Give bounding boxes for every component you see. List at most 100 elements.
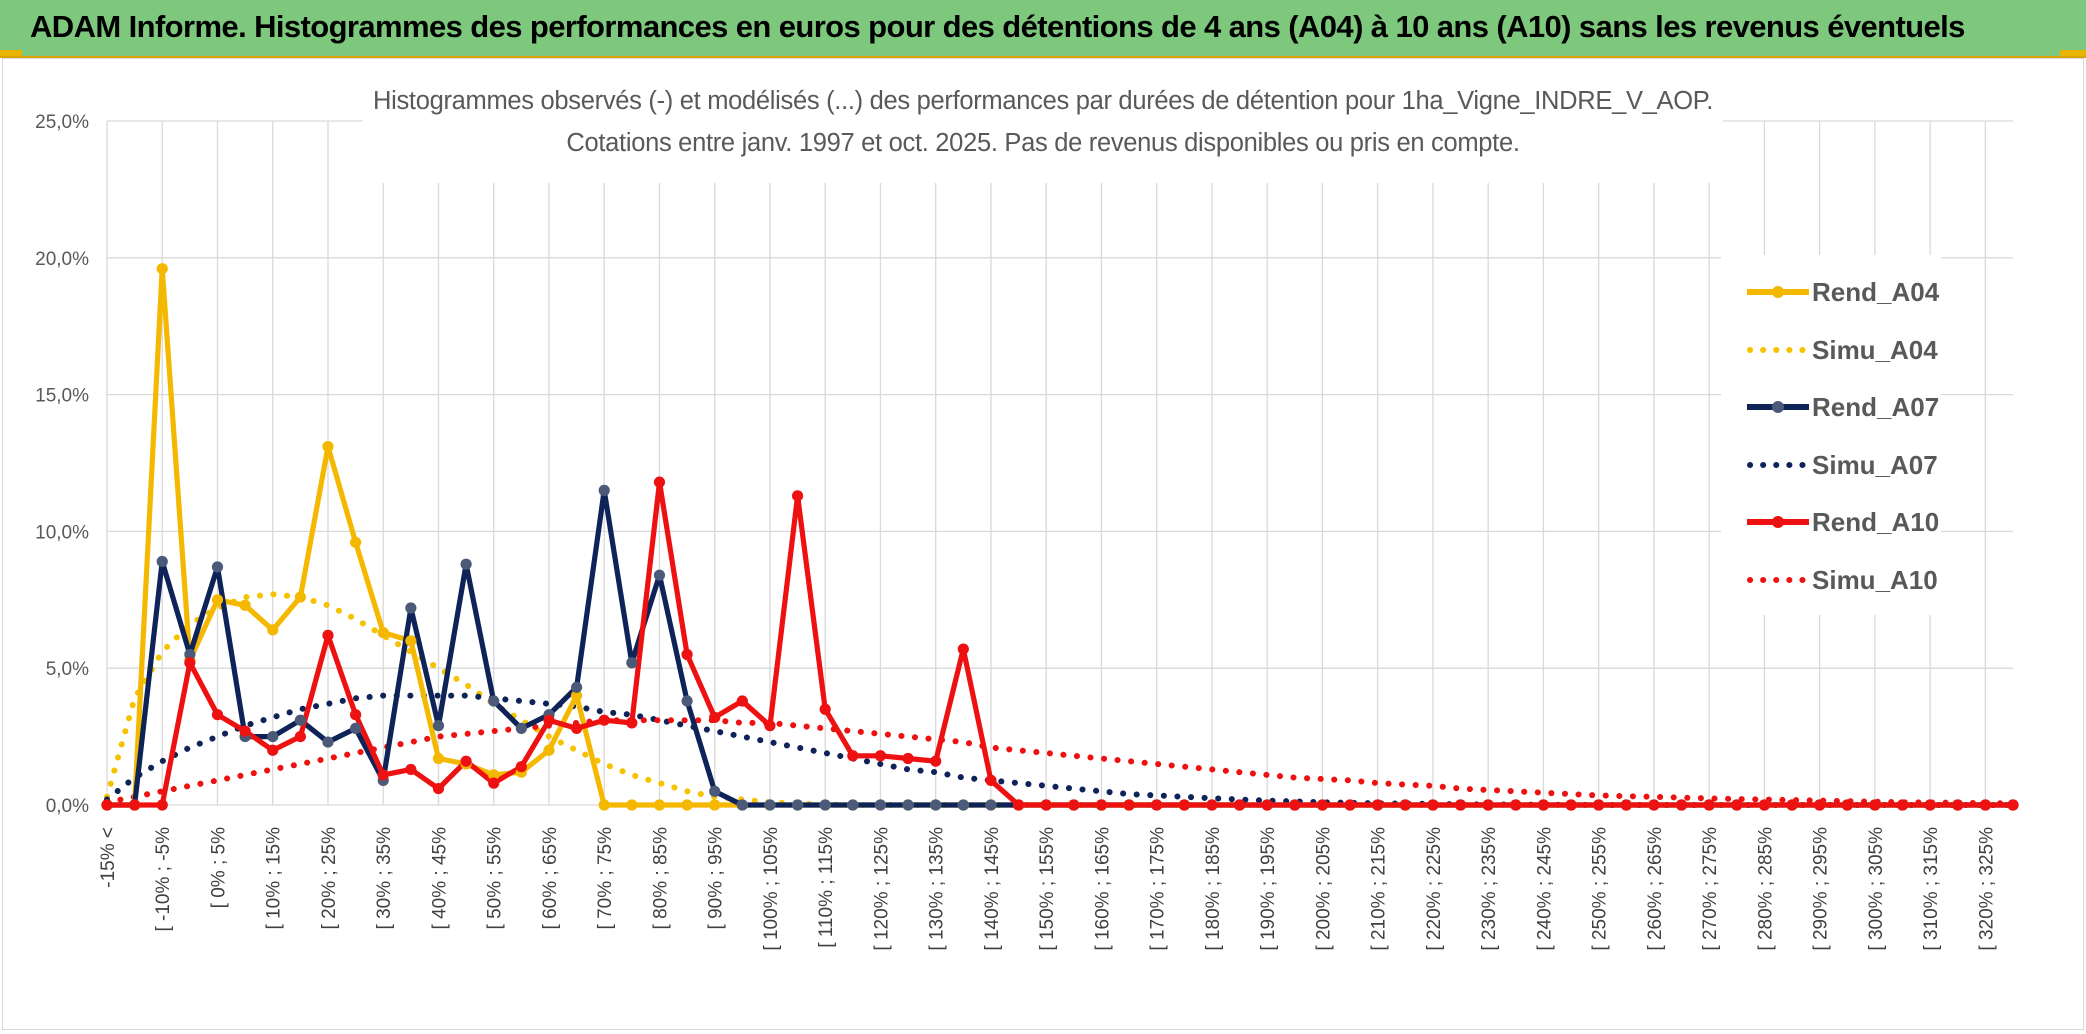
data-point-rend-a04 (322, 440, 334, 453)
data-point-rend-a04 (626, 799, 638, 811)
data-point-rend-a10 (1261, 799, 1273, 811)
data-point-rend-a07 (653, 569, 666, 581)
data-point-rend-a10 (736, 695, 748, 707)
data-point-rend-a04 (432, 752, 445, 765)
x-axis-ticks: -15% < [ -10% ; -5% [ 0% ; 5% [ 10% ; 15% [ … (98, 827, 1997, 951)
y-tick-label: 25,0% (35, 112, 89, 133)
x-tick-label: [ 0% ; 5% (208, 827, 229, 908)
data-point-rend-a10 (1786, 799, 1798, 811)
y-tick-label: 10,0% (35, 522, 89, 543)
data-point-rend-a04 (405, 635, 417, 647)
data-point-rend-a10 (129, 799, 141, 811)
data-point-rend-a10 (515, 761, 527, 773)
data-point-rend-a04 (488, 769, 500, 781)
data-point-rend-a04 (709, 799, 721, 811)
data-point-rend-a10 (1012, 799, 1025, 811)
data-point-rend-a07 (405, 602, 417, 614)
data-point-rend-a07 (874, 799, 887, 811)
data-point-rend-a10 (1289, 799, 1301, 811)
data-point-rend-a07 (902, 799, 914, 811)
data-point-rend-a10 (1924, 799, 1936, 811)
data-point-rend-a10 (1316, 799, 1329, 811)
banner-corner-accent-left (0, 50, 22, 56)
data-point-rend-a07 (736, 799, 748, 811)
data-point-rend-a07 (460, 558, 472, 570)
data-point-rend-a10 (1151, 799, 1163, 811)
data-point-rend-a07 (819, 799, 831, 811)
data-point-rend-a07 (432, 720, 445, 732)
x-tick-label: [ 250% ; 255% (1590, 827, 1611, 951)
legend-background (1721, 255, 1941, 615)
x-tick-label: [ 180% ; 185% (1203, 827, 1224, 951)
data-point-rend-a10 (1896, 799, 1909, 811)
data-point-rend-a10 (626, 717, 638, 729)
x-tick-label: [ 230% ; 235% (1479, 827, 1500, 951)
x-tick-label: [ 100% ; 105% (761, 827, 782, 951)
data-point-rend-a10 (1233, 799, 1246, 811)
data-point-rend-a10 (1178, 799, 1190, 811)
report-banner: ADAM Informe. Histogrammes des performan… (0, 0, 2086, 58)
data-point-rend-a10 (1841, 799, 1853, 811)
legend-marker-rend-a04 (1772, 286, 1784, 298)
x-tick-label: [ -10% ; -5% (153, 827, 174, 932)
x-tick-label: [ 280% ; 285% (1755, 827, 1776, 951)
data-point-rend-a10 (156, 799, 168, 811)
x-tick-label: [ 70% ; 75% (595, 827, 616, 930)
x-tick-label: [ 110% ; 115% (816, 827, 837, 948)
data-point-rend-a10 (1206, 799, 1218, 811)
data-point-rend-a10 (985, 774, 997, 786)
data-point-rend-a10 (1814, 799, 1826, 811)
data-point-rend-a10 (1510, 799, 1522, 811)
data-point-rend-a10 (405, 763, 417, 776)
x-tick-label: [ 270% ; 275% (1700, 827, 1721, 951)
data-point-rend-a10 (1482, 799, 1494, 811)
data-point-rend-a10 (902, 752, 914, 765)
data-point-rend-a04 (239, 599, 251, 611)
data-point-rend-a10 (709, 711, 721, 724)
legend-label-simu-a10: Simu_A10 (1812, 565, 1938, 595)
x-tick-label: [ 140% ; 145% (982, 827, 1003, 951)
legend-label-simu-a04: Simu_A04 (1812, 335, 1938, 365)
data-point-rend-a10 (267, 744, 279, 756)
data-point-rend-a10 (1344, 799, 1356, 811)
x-tick-label: [ 30% ; 35% (374, 827, 395, 930)
data-point-rend-a04 (350, 536, 362, 548)
data-point-rend-a10 (1040, 799, 1052, 811)
data-point-rend-a07 (211, 561, 224, 573)
data-point-rend-a07 (847, 799, 859, 811)
data-point-rend-a10 (764, 720, 776, 732)
x-tick-label: [ 80% ; 85% (650, 827, 671, 930)
series-line-simu-a10 (104, 717, 2016, 807)
data-point-rend-a10 (1869, 799, 1881, 811)
data-point-rend-a10 (1454, 799, 1467, 811)
y-tick-label: 15,0% (35, 386, 89, 407)
data-point-rend-a07 (598, 484, 610, 496)
data-point-rend-a10 (432, 782, 445, 795)
y-tick-label: 5,0% (46, 659, 89, 680)
x-tick-label: [ 60% ; 65% (540, 827, 561, 930)
data-point-rend-a10 (874, 750, 887, 762)
data-point-rend-a10 (322, 629, 334, 641)
data-point-rend-a04 (653, 799, 666, 811)
legend-marker-rend-a07 (1772, 401, 1784, 413)
x-tick-label: [ 200% ; 205% (1313, 827, 1334, 951)
data-point-rend-a10 (2007, 799, 2019, 811)
data-point-rend-a04 (156, 263, 168, 275)
x-tick-label: [ 170% ; 175% (1148, 827, 1169, 951)
data-point-rend-a07 (957, 799, 969, 811)
data-point-rend-a10 (377, 769, 389, 781)
x-tick-label: [ 240% ; 245% (1534, 827, 1555, 951)
data-point-rend-a10 (460, 755, 472, 767)
x-tick-label: [ 50% ; 55% (485, 827, 506, 930)
data-point-rend-a07 (570, 681, 583, 693)
x-tick-label: [ 220% ; 225% (1424, 827, 1445, 951)
data-point-rend-a07 (681, 695, 693, 707)
data-point-rend-a10 (847, 750, 859, 762)
series-line-rend-a10 (107, 479, 2013, 808)
data-point-rend-a10 (930, 755, 942, 767)
banner-corner-accent-right (2060, 50, 2086, 56)
data-point-rend-a10 (681, 648, 693, 661)
data-point-rend-a10 (1758, 799, 1770, 811)
data-point-rend-a10 (819, 703, 831, 715)
legend: Rend_A04 Simu_A04 Rend_A07 Simu_A07 Rend_A10… (1721, 255, 1941, 615)
